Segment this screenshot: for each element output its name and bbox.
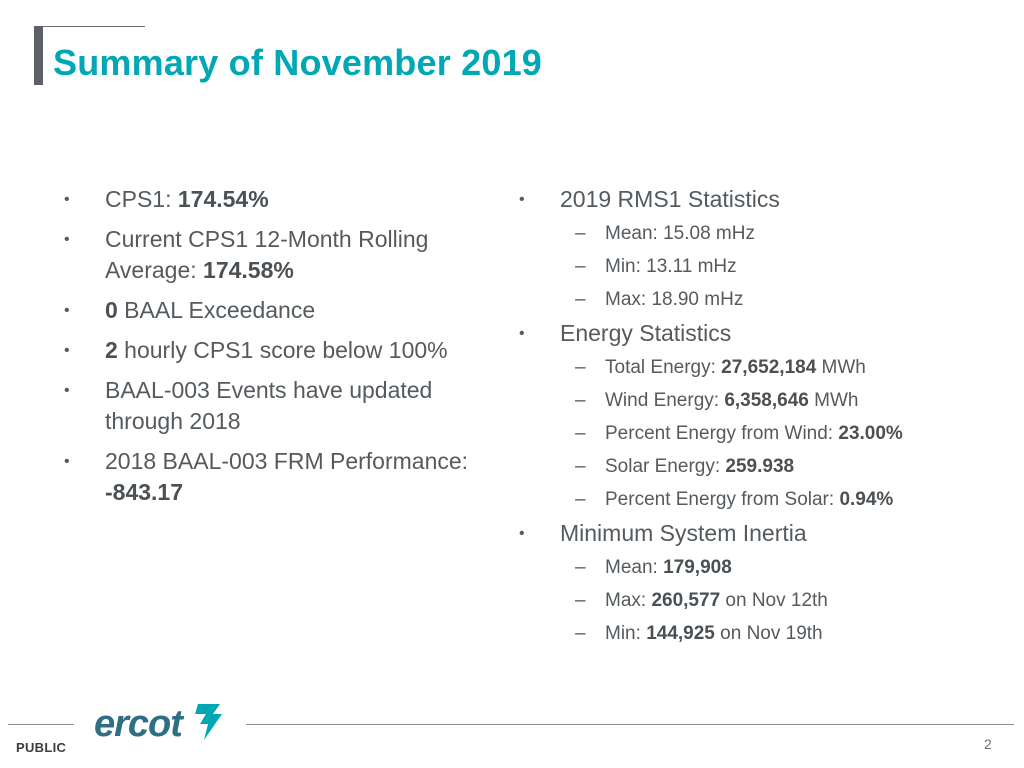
rms1-statistics-list: – Mean: 15.08 mHz – Min: 13.11 mHz – Max: 1… — [560, 217, 997, 316]
left-bullet: • BAAL-003 Events have updated through 20… — [64, 377, 433, 434]
dash-marker: – — [575, 223, 586, 244]
left-bullet: • 2018 BAAL-003 FRM Performance: -843.17 — [64, 448, 469, 505]
section-heading: 2019 RMS1 Statistics — [560, 186, 780, 212]
sub-bullet: – Total Energy: 27,652,184 MWh — [517, 351, 997, 384]
sub-bullet: – Min: 13.11 mHz — [517, 250, 997, 283]
dash-marker: – — [575, 489, 586, 510]
system-inertia-section: • Minimum System Inertia – Mean: 179,908 –… — [517, 518, 997, 650]
sub-bullet: – Percent Energy from Wind: 23.00% — [517, 417, 997, 450]
bullet-marker: • — [519, 525, 525, 542]
footer-divider-left — [8, 724, 74, 725]
left-bullet: • 2 hourly CPS1 score below 100% — [62, 335, 502, 366]
left-bullet: • 0 BAAL Exceedance — [62, 295, 502, 326]
bullet-marker: • — [64, 231, 70, 248]
classification-label: PUBLIC — [16, 740, 67, 755]
left-bullet: • CPS1: 174.54% — [62, 184, 502, 215]
svg-text:ercot: ercot — [94, 703, 184, 745]
bullet-marker: • — [64, 382, 70, 399]
bullet-marker: • — [64, 453, 70, 470]
left-bullet-list: • CPS1: 174.54% • Current CPS1 12-Month Ro… — [62, 184, 502, 517]
system-inertia-list: – Mean: 179,908 – Max: 260,577 on Nov 12th… — [560, 551, 997, 650]
rms1-statistics-section: • 2019 RMS1 Statistics – Mean: 15.08 mHz –… — [517, 184, 997, 316]
right-bullet-list: • 2019 RMS1 Statistics – Mean: 15.08 mHz –… — [517, 184, 997, 652]
dash-marker: – — [575, 456, 586, 477]
slide-title: Summary of November 2019 — [53, 42, 543, 83]
dash-marker: – — [575, 623, 586, 644]
energy-statistics-list: – Total Energy: 27,652,184 MWh – Wind Ener… — [560, 351, 997, 516]
bullet-marker: • — [519, 325, 525, 342]
title-rule — [34, 26, 145, 27]
dash-marker: – — [575, 390, 586, 411]
sub-bullet: – Percent Energy from Solar: 0.94% — [517, 483, 997, 516]
section-heading: Minimum System Inertia — [560, 520, 807, 546]
footer-divider-right — [246, 724, 1014, 725]
lightning-bolt-icon — [195, 704, 222, 740]
bullet-marker: • — [64, 191, 70, 208]
bullet-marker: • — [64, 342, 70, 359]
energy-statistics-section: • Energy Statistics – Total Energy: 27,652… — [517, 318, 997, 516]
left-bullet: • Current CPS1 12-Month Rolling Average: … — [64, 226, 429, 283]
dash-marker: – — [575, 590, 586, 611]
sub-bullet: – Mean: 15.08 mHz — [517, 217, 997, 250]
dash-marker: – — [575, 256, 586, 277]
sub-bullet: – Mean: 179,908 — [517, 551, 997, 584]
dash-marker: – — [575, 557, 586, 578]
sub-bullet: – Solar Energy: 259.938 — [517, 450, 997, 483]
title-accent-bar — [34, 26, 43, 85]
ercot-logo: ercot — [94, 703, 222, 745]
bullet-marker: • — [64, 302, 70, 319]
dash-marker: – — [575, 423, 586, 444]
sub-bullet: – Max: 18.90 mHz — [517, 283, 997, 316]
dash-marker: – — [575, 289, 586, 310]
dash-marker: – — [575, 357, 586, 378]
page-number: 2 — [984, 736, 992, 752]
sub-bullet: – Max: 260,577 on Nov 12th — [517, 584, 997, 617]
sub-bullet: – Wind Energy: 6,358,646 MWh — [517, 384, 997, 417]
section-heading: Energy Statistics — [560, 320, 732, 346]
bullet-marker: • — [519, 191, 525, 208]
sub-bullet: – Min: 144,925 on Nov 19th — [517, 617, 997, 650]
